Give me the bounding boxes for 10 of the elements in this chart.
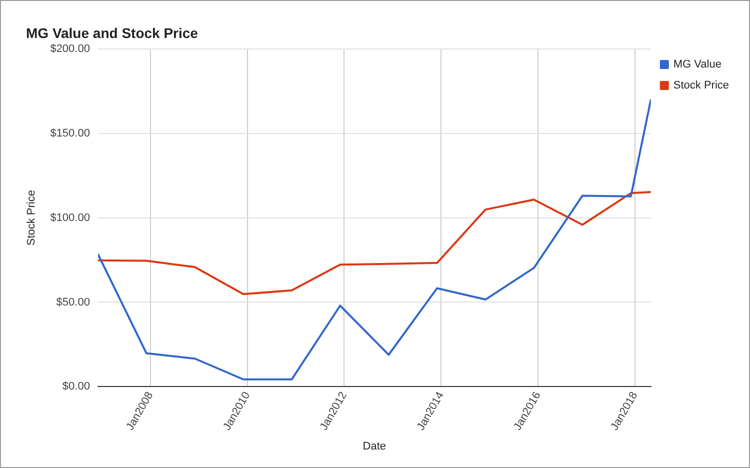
y-tick-label: $150.00 <box>50 127 90 140</box>
y-tick-label: $0.00 <box>62 380 90 393</box>
x-axis-title: Date <box>362 440 386 452</box>
chart-title: MG Value and Stock Price <box>26 25 198 41</box>
y-tick-label: $100.00 <box>50 212 90 224</box>
y-tick-label: $50.00 <box>56 296 90 308</box>
legend-label: Stock Price <box>673 80 730 92</box>
y-tick-label: $200.00 <box>50 43 90 56</box>
legend-label: MG Value <box>673 58 722 71</box>
y-axis-title: Stock Price <box>26 190 38 246</box>
